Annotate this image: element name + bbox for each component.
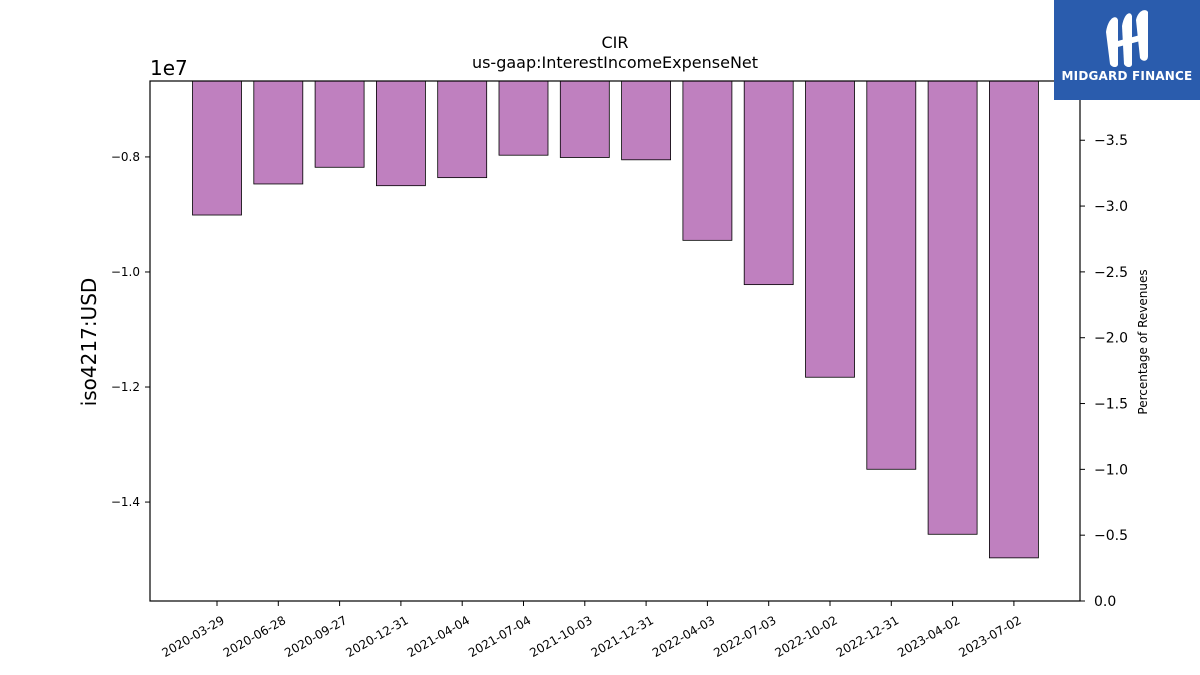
logo-text: MIDGARD FINANCE [1061, 69, 1193, 83]
x-tick-label: 2022-12-31 [834, 613, 901, 660]
bar-2023-07-02 [989, 80, 1039, 559]
y2-tick-label: −2.0 [1094, 331, 1128, 347]
chart-title: CIR [601, 33, 628, 52]
bar-2020-09-27 [314, 80, 365, 168]
bar-2020-06-28 [253, 80, 304, 185]
y2-tick-label: −1.0 [1094, 462, 1128, 478]
x-tick-label: 2021-12-31 [589, 613, 656, 660]
midgard-finance-logo: MIDGARD FINANCE [1054, 0, 1200, 100]
y-tick-label: −1.2 [111, 380, 140, 394]
y-tick-label: −1.4 [111, 495, 140, 509]
bar-2021-07-04 [498, 80, 549, 156]
x-tick-label: 2022-07-03 [711, 613, 778, 660]
x-axis-ticks: 2020-03-292020-06-282020-09-272020-12-31… [159, 601, 1024, 660]
y2-axis-label: Percentage of Revenues [1136, 269, 1150, 414]
y-axis-ticks: −0.8 −1.0 −1.2 −1.4 [111, 150, 150, 509]
bar-2020-03-29 [192, 80, 242, 216]
x-tick-label: 2020-06-28 [221, 613, 288, 660]
x-tick-label: 2020-12-31 [343, 613, 410, 660]
x-tick-label: 2023-04-02 [895, 613, 962, 660]
y2-tick-label: −3.5 [1094, 133, 1128, 149]
y-scale-label: 1e7 [150, 56, 188, 80]
x-tick-label: 2020-03-29 [159, 613, 226, 660]
bar-2023-04-02 [927, 80, 978, 535]
y2-tick-label: −3.0 [1094, 199, 1128, 215]
bar-series [192, 80, 1039, 559]
y2-axis-ticks: −3.5 −3.0 −2.5 −2.0 −1.5 −1.0 −0.5 0.0 [1080, 133, 1128, 610]
y-tick-label: −0.8 [111, 150, 140, 164]
bar-2021-12-31 [621, 80, 671, 161]
bar-2022-12-31 [866, 80, 917, 470]
y2-tick-label: −1.5 [1094, 397, 1128, 413]
x-tick-label: 2023-07-02 [956, 613, 1023, 660]
y2-tick-label: −0.5 [1094, 528, 1128, 544]
plot-frame [149, 80, 1081, 602]
midgard-logo-mark-icon [1106, 10, 1148, 68]
x-tick-label: 2021-04-04 [405, 613, 472, 660]
x-tick-label: 2020-09-27 [282, 613, 349, 660]
x-tick-label: 2022-10-02 [772, 613, 839, 660]
bar-2021-10-03 [559, 80, 610, 158]
y-axis-label: iso4217:USD [77, 278, 101, 407]
bar-2020-12-31 [375, 80, 426, 187]
x-tick-label: 2021-10-03 [527, 613, 594, 660]
y2-tick-label: −2.5 [1094, 265, 1128, 281]
x-tick-label: 2021-07-04 [466, 613, 533, 660]
chart-subtitle: us-gaap:InterestIncomeExpenseNet [472, 53, 758, 72]
bar-2022-07-03 [743, 80, 794, 286]
bar-2021-04-04 [437, 80, 488, 179]
bar-2022-10-02 [805, 80, 855, 378]
y-tick-label: −1.0 [111, 265, 140, 279]
x-tick-label: 2022-04-03 [650, 613, 717, 660]
bar-2022-04-03 [682, 80, 733, 241]
y2-tick-label: 0.0 [1094, 594, 1116, 610]
